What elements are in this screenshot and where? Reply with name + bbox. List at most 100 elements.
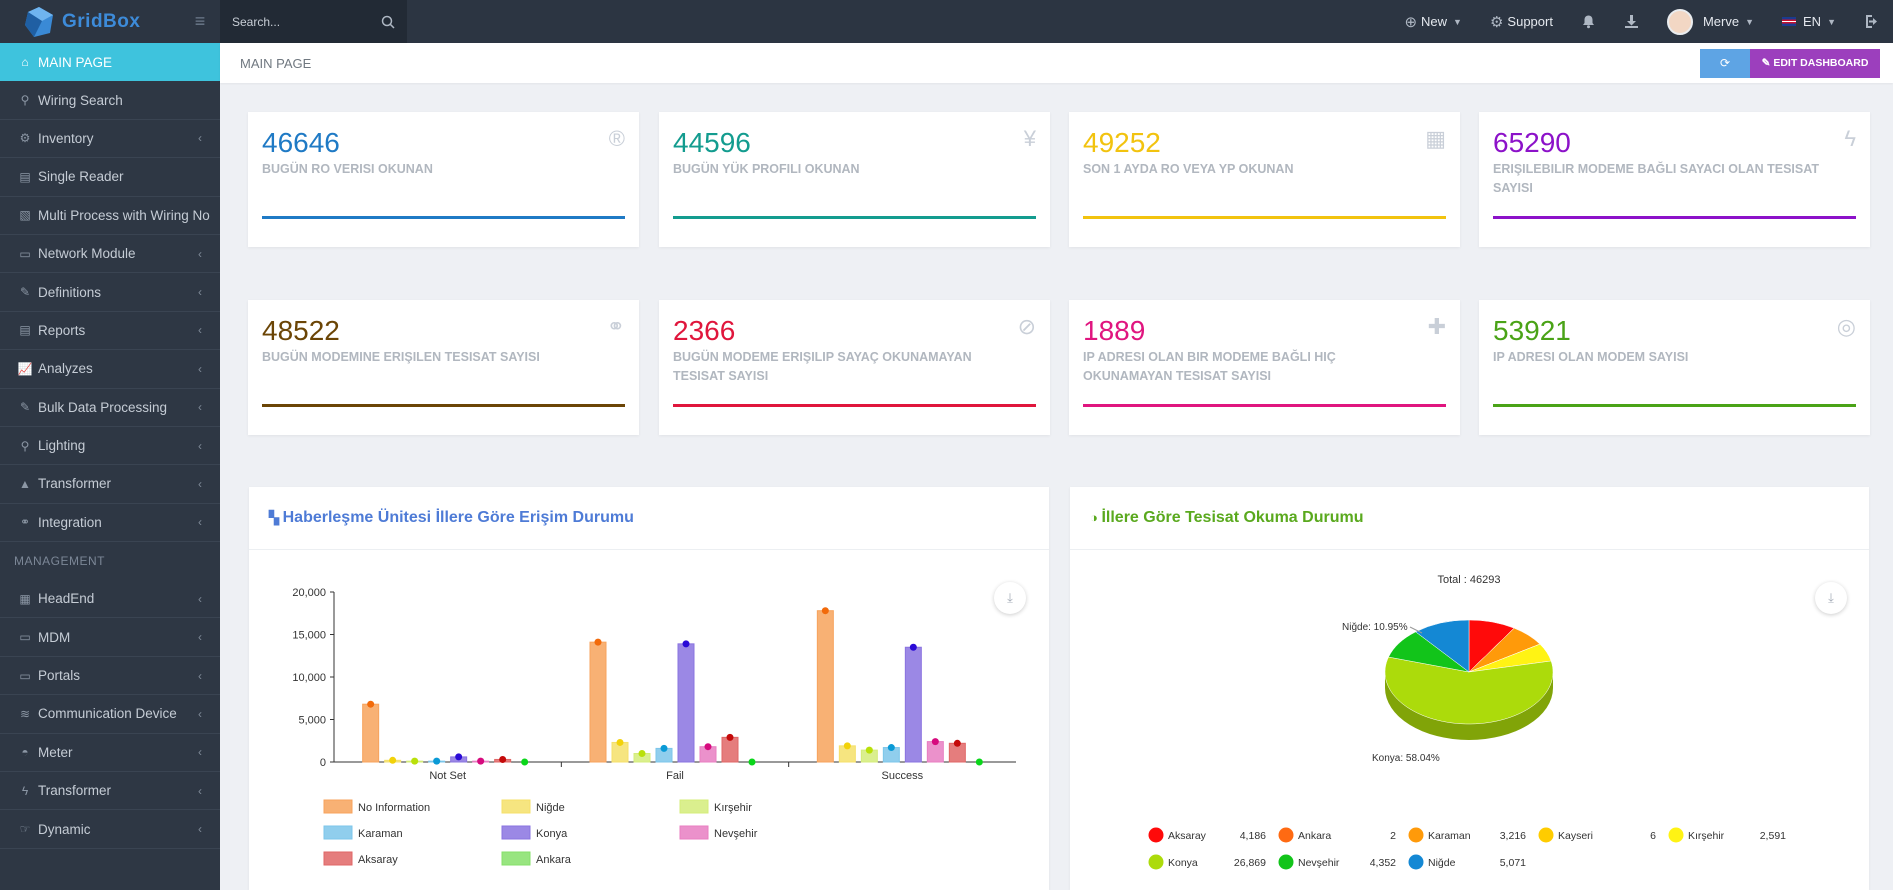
sidebar-item-label: Integration (38, 514, 102, 530)
bar-marker[interactable] (843, 742, 851, 750)
legend-label[interactable]: Karaman (358, 828, 403, 840)
legend-label[interactable]: Kırşehir (714, 802, 752, 814)
downloads-button[interactable] (1624, 14, 1639, 29)
bar-marker[interactable] (594, 638, 602, 646)
support-link[interactable]: ⚙ Support (1490, 13, 1553, 31)
sidebar-item-analyzes[interactable]: 📈 Analyzes ‹ (0, 350, 220, 389)
legend-label[interactable]: Niğde (536, 802, 565, 814)
legend-label[interactable]: Aksaray (358, 854, 398, 866)
sidebar-item-network-module[interactable]: ▭ Network Module ‹ (0, 235, 220, 274)
bar-marker[interactable] (477, 757, 485, 765)
legend-label[interactable]: Nevşehir (714, 828, 758, 840)
bar-marker[interactable] (931, 738, 939, 746)
bar[interactable] (589, 641, 607, 763)
bar-marker[interactable] (499, 755, 507, 763)
chart-download-button[interactable]: ⤓ (994, 582, 1026, 614)
target-icon: ◎ (1836, 314, 1856, 339)
pie-slice[interactable] (1384, 656, 1554, 725)
logout-button[interactable] (1864, 14, 1879, 29)
sidebar-item-multi-process-with-wiring-no[interactable]: ▧ Multi Process with Wiring No (0, 197, 220, 235)
legend-label[interactable]: Ankara (536, 854, 572, 866)
bar-chart-panel: ▚ Haberleşme Ünitesi İllere Göre Erişim … (249, 487, 1049, 890)
bar-marker[interactable] (953, 739, 961, 747)
legend-label[interactable]: Kayseri (1558, 830, 1593, 842)
language-menu[interactable]: EN ▼ (1782, 14, 1836, 29)
legend-label[interactable]: Niğde (1428, 857, 1456, 869)
sidebar-item-mdm[interactable]: ▭ MDM ‹ (0, 618, 220, 657)
legend-label[interactable]: No Information (358, 802, 430, 814)
bar-marker[interactable] (821, 607, 829, 615)
legend-label[interactable]: Karaman (1428, 830, 1471, 842)
sidebar-item-inventory[interactable]: ⚙ Inventory ‹ (0, 120, 220, 159)
stat-card[interactable]: 49252 SON 1 AYDA RO VEYA YP OKUNAN ▦ (1069, 112, 1460, 247)
sidebar-item-transformer[interactable]: ▲ Transformer ‹ (0, 465, 220, 504)
chart-icon: ▚ (269, 510, 283, 525)
sidebar-item-definitions[interactable]: ✎ Definitions ‹ (0, 273, 220, 312)
bar[interactable] (721, 736, 739, 763)
chevron-left-icon: ‹ (198, 246, 202, 261)
user-name: Merve (1702, 14, 1740, 29)
pie-slice[interactable] (1415, 619, 1470, 673)
sidebar-item-meter[interactable]: ◓ Meter ‹ (0, 734, 220, 773)
bar-marker[interactable] (704, 743, 712, 751)
sidebar-item-lighting[interactable]: ⚲ Lighting ‹ (0, 427, 220, 466)
bar[interactable] (677, 643, 695, 763)
bar[interactable] (816, 610, 834, 763)
bar-marker[interactable] (660, 744, 668, 752)
app-logo[interactable]: GridBox (0, 0, 180, 43)
bar-marker[interactable] (748, 758, 756, 766)
sidebar-item-communication-device[interactable]: ≋ Communication Device ‹ (0, 695, 220, 734)
stat-card[interactable]: 46646 BUGÜN RO VERISI OKUNAN ® (248, 112, 639, 247)
sidebar-item-headend[interactable]: ▦ HeadEnd ‹ (0, 580, 220, 619)
chart-download-button[interactable]: ⤓ (1815, 582, 1847, 614)
sidebar-item-dynamic[interactable]: ☞ Dynamic ‹ (0, 810, 220, 849)
bar-marker[interactable] (389, 756, 397, 764)
sidebar-item-main-page[interactable]: ⌂ MAIN PAGE (0, 43, 230, 82)
bar-marker[interactable] (682, 640, 690, 648)
stat-card[interactable]: 44596 BUGÜN YÜK PROFILI OKUNAN ¥ (659, 112, 1050, 247)
sidebar-item-single-reader[interactable]: ▤ Single Reader (0, 158, 220, 197)
sidebar-item-wiring-search[interactable]: ⚲ Wiring Search (0, 81, 220, 120)
sidebar-item-portals[interactable]: ▭ Portals ‹ (0, 657, 220, 696)
bar-marker[interactable] (726, 733, 734, 741)
notifications-button[interactable] (1581, 14, 1596, 29)
legend-label[interactable]: Konya (1168, 857, 1198, 869)
edit-dashboard-button[interactable]: ✎ EDIT DASHBOARD (1750, 49, 1880, 78)
legend-label[interactable]: Konya (536, 828, 568, 840)
refresh-button[interactable]: ⟳ (1700, 49, 1750, 78)
bar-marker[interactable] (887, 744, 895, 752)
sidebar-item-bulk-data-processing[interactable]: ✎ Bulk Data Processing ‹ (0, 389, 220, 427)
bar-marker[interactable] (433, 757, 441, 765)
legend-label[interactable]: Aksaray (1168, 830, 1207, 842)
search-input[interactable] (232, 14, 372, 29)
legend-label[interactable]: Nevşehir (1298, 857, 1340, 869)
stat-card[interactable]: 65290 ERIŞILEBILIR MODEME BAĞLI SAYACI OL… (1479, 112, 1870, 247)
sidebar-item-label: HeadEnd (38, 591, 95, 607)
sidebar-item-integration[interactable]: ⚭ Integration ‹ (0, 504, 220, 543)
bar-marker[interactable] (616, 738, 624, 746)
divider (249, 549, 1049, 550)
logout-icon (1866, 15, 1877, 28)
menu-toggle-icon[interactable]: ≡ (194, 11, 206, 31)
bar[interactable] (362, 703, 380, 763)
user-menu[interactable]: Merve ▼ (1666, 8, 1754, 35)
bar-marker[interactable] (909, 643, 917, 651)
stat-card[interactable]: 48522 BUGÜN MODEMINE ERIŞILEN TESISAT SAY… (248, 300, 639, 435)
stat-card[interactable]: 2366 BUGÜN MODEME ERIŞILIP SAYAÇ OKUNAMAY… (659, 300, 1050, 435)
bar-marker[interactable] (865, 746, 873, 754)
bar-marker[interactable] (975, 758, 983, 766)
bar-marker[interactable] (638, 750, 646, 757)
stat-card[interactable]: 53921 IP ADRESI OLAN MODEM SAYISI ◎ (1479, 300, 1870, 435)
legend-label[interactable]: Ankara (1298, 830, 1331, 842)
sidebar-item-transformer[interactable]: ϟ Transformer ‹ (0, 772, 220, 811)
bar-marker[interactable] (455, 753, 463, 761)
bar-marker[interactable] (411, 757, 419, 765)
stat-card[interactable]: 1889 IP ADRESI OLAN BIR MODEME BAĞLI HIÇ … (1069, 300, 1460, 435)
bar[interactable] (904, 646, 922, 763)
sidebar-item-reports[interactable]: ▤ Reports ‹ (0, 312, 220, 351)
legend-label[interactable]: Kırşehir (1688, 830, 1725, 842)
bar-marker[interactable] (367, 700, 375, 708)
search-icon[interactable] (381, 15, 395, 29)
bar-marker[interactable] (521, 758, 529, 766)
new-menu[interactable]: ⊕ New ▼ (1404, 13, 1462, 31)
